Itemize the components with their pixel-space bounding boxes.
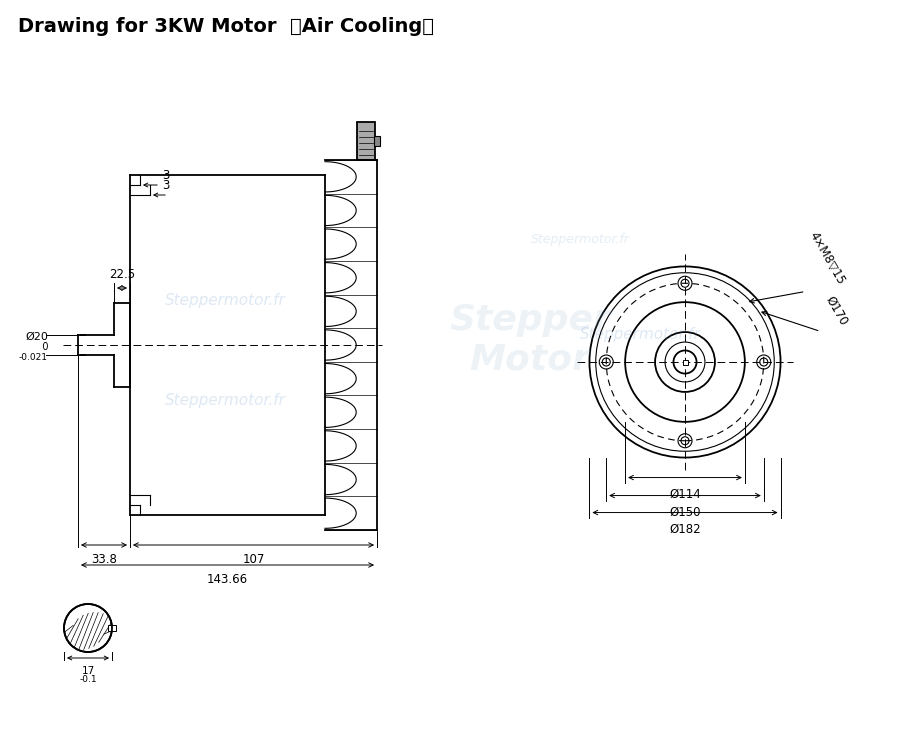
Text: Stepper
Motor: Stepper Motor — [449, 303, 611, 377]
Text: 3: 3 — [162, 169, 170, 182]
Text: Ø114: Ø114 — [669, 488, 701, 501]
Bar — [682, 359, 688, 364]
Text: 22.5: 22.5 — [109, 268, 135, 281]
Text: Ø170: Ø170 — [823, 293, 851, 328]
Text: Steppermotor.fr: Steppermotor.fr — [530, 234, 630, 247]
Text: Ø182: Ø182 — [669, 523, 701, 536]
Text: Steppermotor.fr: Steppermotor.fr — [164, 293, 286, 307]
Bar — [374, 136, 380, 146]
Text: 17: 17 — [81, 666, 95, 676]
Circle shape — [64, 604, 112, 652]
Text: 0: 0 — [32, 342, 48, 352]
Text: 3: 3 — [162, 179, 170, 192]
Bar — [357, 122, 375, 160]
Text: Steppermotor.fr: Steppermotor.fr — [164, 393, 286, 407]
Text: Drawing for 3KW Motor  （Air Cooling）: Drawing for 3KW Motor （Air Cooling） — [18, 17, 434, 36]
Text: -0.021: -0.021 — [19, 353, 48, 361]
Text: 4×M8▽15: 4×M8▽15 — [808, 229, 848, 286]
Bar — [108, 625, 116, 631]
Text: -0.1: -0.1 — [79, 675, 97, 684]
Text: Ø20: Ø20 — [25, 332, 48, 342]
Text: 107: 107 — [242, 553, 265, 566]
Text: Steppermotor.fr: Steppermotor.fr — [580, 328, 701, 342]
Text: Ø150: Ø150 — [669, 506, 701, 518]
Text: 143.66: 143.66 — [207, 573, 248, 586]
Text: 33.8: 33.8 — [91, 553, 117, 566]
